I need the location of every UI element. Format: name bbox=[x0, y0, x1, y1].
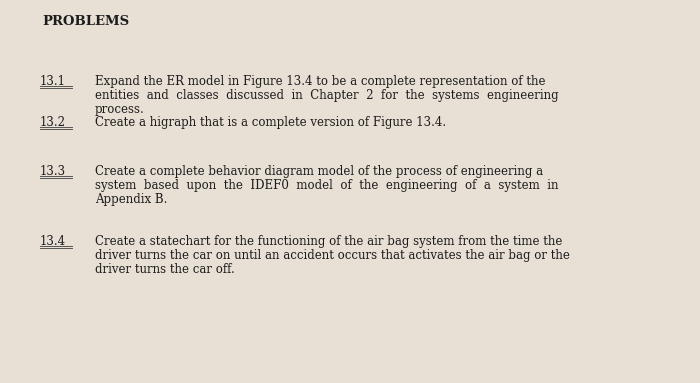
Text: driver turns the car off.: driver turns the car off. bbox=[95, 263, 234, 276]
Text: 13.4: 13.4 bbox=[40, 235, 66, 248]
Text: PROBLEMS: PROBLEMS bbox=[42, 15, 129, 28]
Text: Create a complete behavior diagram model of the process of engineering a: Create a complete behavior diagram model… bbox=[95, 165, 543, 178]
Text: Create a statechart for the functioning of the air bag system from the time the: Create a statechart for the functioning … bbox=[95, 235, 562, 248]
Text: driver turns the car on until an accident occurs that activates the air bag or t: driver turns the car on until an acciden… bbox=[95, 249, 570, 262]
Text: Create a higraph that is a complete version of Figure 13.4.: Create a higraph that is a complete vers… bbox=[95, 116, 446, 129]
Text: 13.2: 13.2 bbox=[40, 116, 66, 129]
Text: 13.1: 13.1 bbox=[40, 75, 66, 88]
Text: process.: process. bbox=[95, 103, 145, 116]
Text: Expand the ER model in Figure 13.4 to be a complete representation of the: Expand the ER model in Figure 13.4 to be… bbox=[95, 75, 545, 88]
Text: 13.3: 13.3 bbox=[40, 165, 66, 178]
Text: entities  and  classes  discussed  in  Chapter  2  for  the  systems  engineerin: entities and classes discussed in Chapte… bbox=[95, 89, 559, 102]
Text: Appendix B.: Appendix B. bbox=[95, 193, 167, 206]
Text: system  based  upon  the  IDEF0  model  of  the  engineering  of  a  system  in: system based upon the IDEF0 model of the… bbox=[95, 179, 559, 192]
